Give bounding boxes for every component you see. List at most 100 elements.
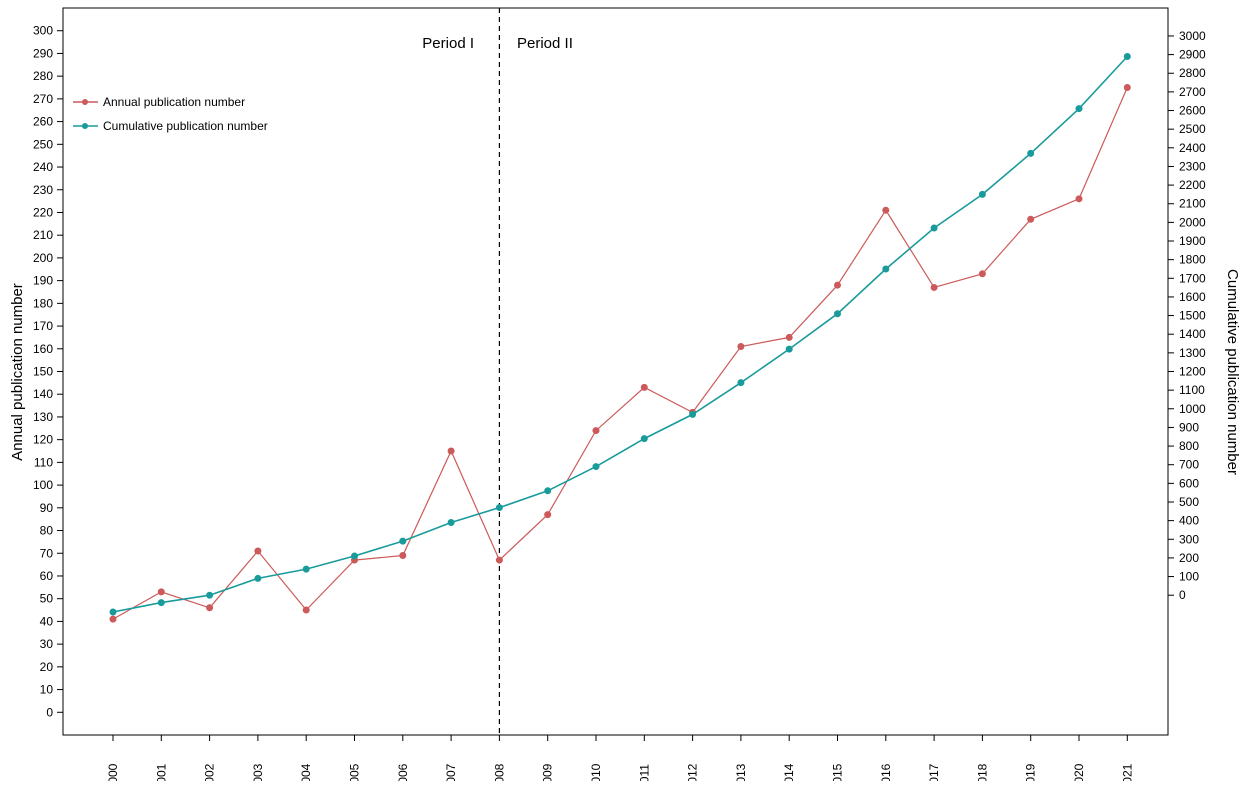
annual-data-point [1075, 195, 1083, 203]
y2-tick-label: 2600 [1179, 104, 1206, 118]
y-tick-label: 40 [40, 614, 54, 628]
y-tick-label: 270 [33, 92, 53, 106]
cumulative-data-point [302, 565, 310, 573]
x-tick-label: 2011 [637, 764, 651, 781]
y2-tick-label: 500 [1179, 495, 1199, 509]
cumulative-data-point [399, 537, 407, 545]
annual-series-line [112, 87, 1128, 620]
cumulative-data-point [978, 190, 986, 198]
x-axis: 2000 2001 2002 2003 2004 2005 2006 2007 2008 2009… [106, 735, 1134, 786]
y-tick-label: 240 [33, 160, 53, 174]
y-tick-label: 230 [33, 183, 53, 197]
x-tick-label: 2010 [589, 763, 603, 781]
plot-border [62, 7, 1169, 736]
x-tick-label: 2008 [492, 763, 506, 781]
y2-tick-label: 2500 [1179, 122, 1206, 136]
y2-tick-label: 2400 [1179, 141, 1206, 155]
cumulative-data-point [689, 410, 697, 418]
cumulative-data-point [1075, 105, 1083, 113]
x-tick-label: 2017 [927, 763, 941, 781]
cumulative-data-point [737, 379, 745, 387]
y-tick-label: 100 [33, 478, 53, 492]
annual-data-point [399, 552, 407, 560]
y2-tick-label: 800 [1179, 439, 1199, 453]
y2-tick-label: 1700 [1179, 271, 1206, 285]
y2-tick-label: 600 [1179, 476, 1199, 490]
y2-tick-label: 400 [1179, 514, 1199, 528]
series-layer [109, 52, 1131, 623]
cumulative-data-point [1027, 149, 1035, 157]
y2-tick-label: 1800 [1179, 253, 1206, 267]
y2-tick-label: 200 [1179, 551, 1199, 565]
y2-tick-label: 2700 [1179, 85, 1206, 99]
period-2-label: Period II [517, 35, 573, 52]
y2-tick-label: 700 [1179, 458, 1199, 472]
x-tick-label: 2002 [203, 763, 217, 781]
cumulative-series-line [112, 55, 1128, 613]
x-tick-label: 2012 [686, 763, 700, 781]
cumulative-data-point [1123, 52, 1131, 60]
annual-data-point [544, 511, 552, 519]
annual-data-point [447, 447, 455, 455]
cumulative-data-point [495, 504, 503, 512]
y-tick-label: 110 [34, 455, 53, 469]
cumulative-data-point [157, 599, 165, 607]
y2-tick-label: 100 [1179, 570, 1199, 584]
x-tick-label: 2019 [1024, 763, 1038, 781]
annual-data-point [495, 556, 503, 564]
legend-cumulative-label: Cumulative publication number [103, 119, 268, 133]
cumulative-data-point [254, 574, 262, 582]
x-tick-label: 2005 [348, 763, 362, 781]
x-tick-label: 2014 [782, 763, 796, 781]
x-tick-label: 2003 [251, 763, 265, 781]
y2-tick-label: 0 [1179, 588, 1186, 602]
y2-tick-label: 2800 [1179, 66, 1206, 80]
y2-tick-label: 1600 [1179, 290, 1206, 304]
x-tick-label: 2021 [1120, 763, 1134, 781]
legend: Annual publication number Cumulative publ… [73, 95, 268, 133]
x-tick-label: 2009 [541, 763, 555, 781]
y2-tick-label: 1500 [1179, 309, 1206, 323]
annual-data-point [737, 343, 745, 351]
y-tick-label: 260 [33, 115, 53, 129]
annual-data-point [834, 281, 841, 289]
y2-tick-label: 2000 [1179, 215, 1206, 229]
y2-tick-label: 900 [1179, 420, 1199, 434]
cumulative-data-point [834, 310, 841, 318]
annual-data-point [930, 283, 938, 291]
cumulative-data-point [930, 224, 938, 232]
x-tick-label: 2016 [879, 763, 893, 781]
y-tick-label: 250 [33, 137, 53, 151]
legend-cumulative-marker [82, 123, 88, 129]
legend-annual-marker [82, 99, 88, 105]
y-tick-label: 70 [40, 546, 54, 560]
annual-data-point [1027, 215, 1035, 223]
y2-tick-label: 1100 [1179, 383, 1205, 397]
y-tick-label: 10 [40, 683, 54, 697]
x-tick-label: 2015 [831, 763, 845, 781]
y-tick-label: 180 [33, 296, 53, 310]
y2-tick-label: 1200 [1179, 365, 1206, 379]
y-tick-label: 300 [33, 24, 53, 38]
y-tick-label: 220 [33, 205, 53, 219]
cumulative-data-point [544, 487, 552, 495]
y-tick-label: 80 [40, 524, 54, 538]
x-tick-label: 2007 [444, 763, 458, 781]
left-axis-title: Annual publication number [9, 283, 26, 461]
y2-tick-label: 1900 [1179, 234, 1206, 248]
cumulative-data-point [882, 265, 890, 273]
x-tick-label: 2013 [734, 763, 748, 781]
y-tick-label: 290 [33, 46, 53, 60]
y-tick-label: 90 [40, 501, 54, 515]
y-tick-label: 200 [33, 251, 53, 265]
cumulative-data-point [351, 552, 358, 560]
annual-data-point [978, 270, 986, 278]
y-tick-label: 0 [46, 705, 53, 719]
annual-data-point [785, 333, 793, 341]
y-tick-label: 150 [33, 365, 53, 379]
left-y-axis: 0 10 20 30 40 50 60 70 80 90 100 110 120 130 140 150 160… [33, 24, 63, 719]
y2-tick-label: 1000 [1179, 402, 1206, 416]
right-y-axis: 0 100 200 300 400 500 600 700 800 900 1000 1100 1200… [1168, 29, 1206, 602]
annual-data-point [882, 206, 890, 214]
